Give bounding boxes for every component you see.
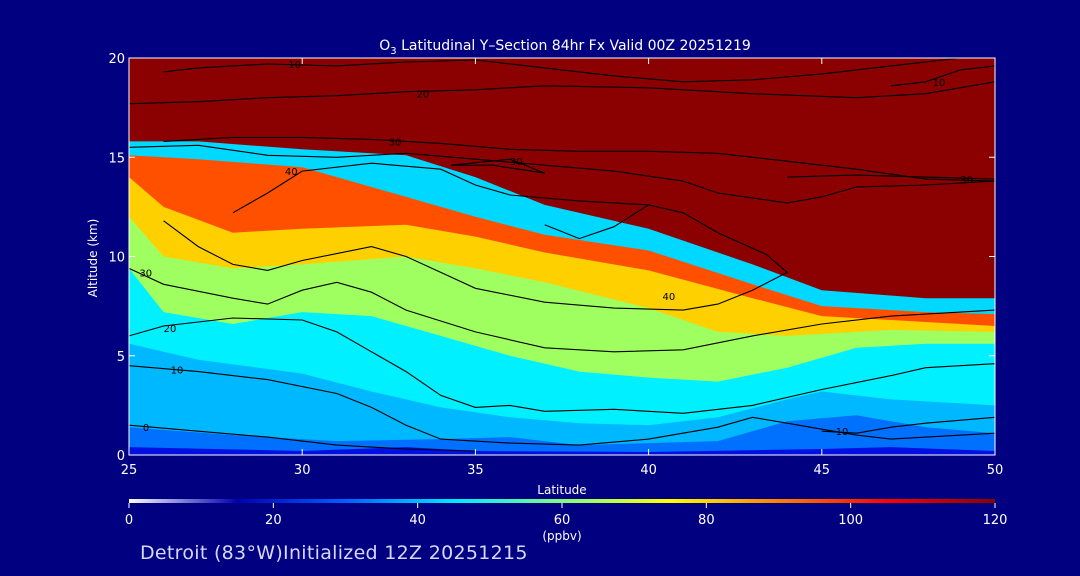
concentration-fill-bands <box>129 58 995 455</box>
x-tick-label: 40 <box>640 463 657 478</box>
contour-label-11: 10 <box>288 60 301 71</box>
colorbar-tick-label: 0 <box>125 513 133 528</box>
plot-area: 0 10 10 20 30 40 40 30 30 20 10 10 30 <box>129 58 995 455</box>
y-tick-label: 0 <box>117 449 125 464</box>
x-axis-label: Latitude <box>537 483 586 497</box>
contour-label-4: 30 <box>139 268 152 279</box>
y-tick-label: 10 <box>108 251 125 266</box>
contour-line-5 <box>163 204 789 311</box>
x-tick-label: 30 <box>294 463 311 478</box>
contour-label-6: 40 <box>285 167 298 178</box>
title-subscript: 3 <box>390 46 396 57</box>
contour-line-12 <box>891 65 995 87</box>
contour-label-2: 10 <box>836 427 849 438</box>
contour-label-9: 30 <box>389 137 402 148</box>
contour-line-11 <box>163 58 961 83</box>
contour-label-10: 20 <box>417 90 430 101</box>
footer-run-info: Detroit (83°W)Initialized 12Z 20251215 <box>140 542 528 564</box>
colorbar-tick-label: 80 <box>698 513 715 528</box>
colorbar-tick-label: 20 <box>265 513 282 528</box>
contour-line-2 <box>821 416 995 434</box>
x-tick-label: 45 <box>814 463 831 478</box>
contour-label-13: 30 <box>960 175 973 186</box>
x-tick-label: 35 <box>467 463 484 478</box>
contour-label-3: 20 <box>164 324 177 335</box>
fill-band-110 <box>129 58 995 299</box>
contour-line-9 <box>163 136 995 182</box>
contour-line-1 <box>129 365 995 446</box>
chart-title: O3 Latitudinal Y–Section 84hr Fx Valid 0… <box>379 38 751 57</box>
contour-label-1: 10 <box>171 366 184 377</box>
x-tick-label: 50 <box>987 463 1004 478</box>
colorbar-tick-label: 40 <box>409 513 426 528</box>
x-tick-label: 25 <box>121 463 138 478</box>
contour-line-3 <box>129 317 995 414</box>
colorbar-ramp <box>129 499 995 503</box>
colorbar <box>129 499 995 503</box>
colorbar-tick-label: 100 <box>838 513 863 528</box>
contour-lines <box>129 58 995 452</box>
y-tick-label: 15 <box>108 151 125 166</box>
contour-line-8 <box>451 158 545 174</box>
y-tick-label: 20 <box>108 52 125 67</box>
axes: 25 30 35 40 45 50 0 5 10 15 20 <box>108 52 1003 478</box>
contour-line-0 <box>129 424 476 452</box>
contour-line-7 <box>129 144 995 204</box>
contour-label-12: 10 <box>933 78 946 89</box>
contour-label-8: 30 <box>510 157 523 168</box>
colorbar-tick-label: 120 <box>983 513 1008 528</box>
contour-label-0: 0 <box>143 423 149 434</box>
y-axis-label: Altitude (km) <box>86 219 100 298</box>
colorbar-ticks: 0 20 40 60 80 100 120 <box>125 503 1008 528</box>
contour-labels: 0 10 10 20 30 40 40 30 30 20 10 10 30 <box>139 60 973 438</box>
title-prefix: O <box>379 38 390 54</box>
contour-line-4 <box>129 267 995 353</box>
y-tick-label: 5 <box>117 350 125 365</box>
title-rest: Latitudinal Y–Section 84hr Fx Valid 00Z … <box>397 38 751 54</box>
contour-line-6 <box>232 162 649 214</box>
colorbar-tick-label: 60 <box>554 513 571 528</box>
contour-line-10 <box>129 81 995 105</box>
fill-band-18 <box>129 447 995 455</box>
contour-label-5: 40 <box>663 292 676 303</box>
contour-line-13 <box>787 174 995 180</box>
colorbar-units: (ppbv) <box>542 529 581 543</box>
